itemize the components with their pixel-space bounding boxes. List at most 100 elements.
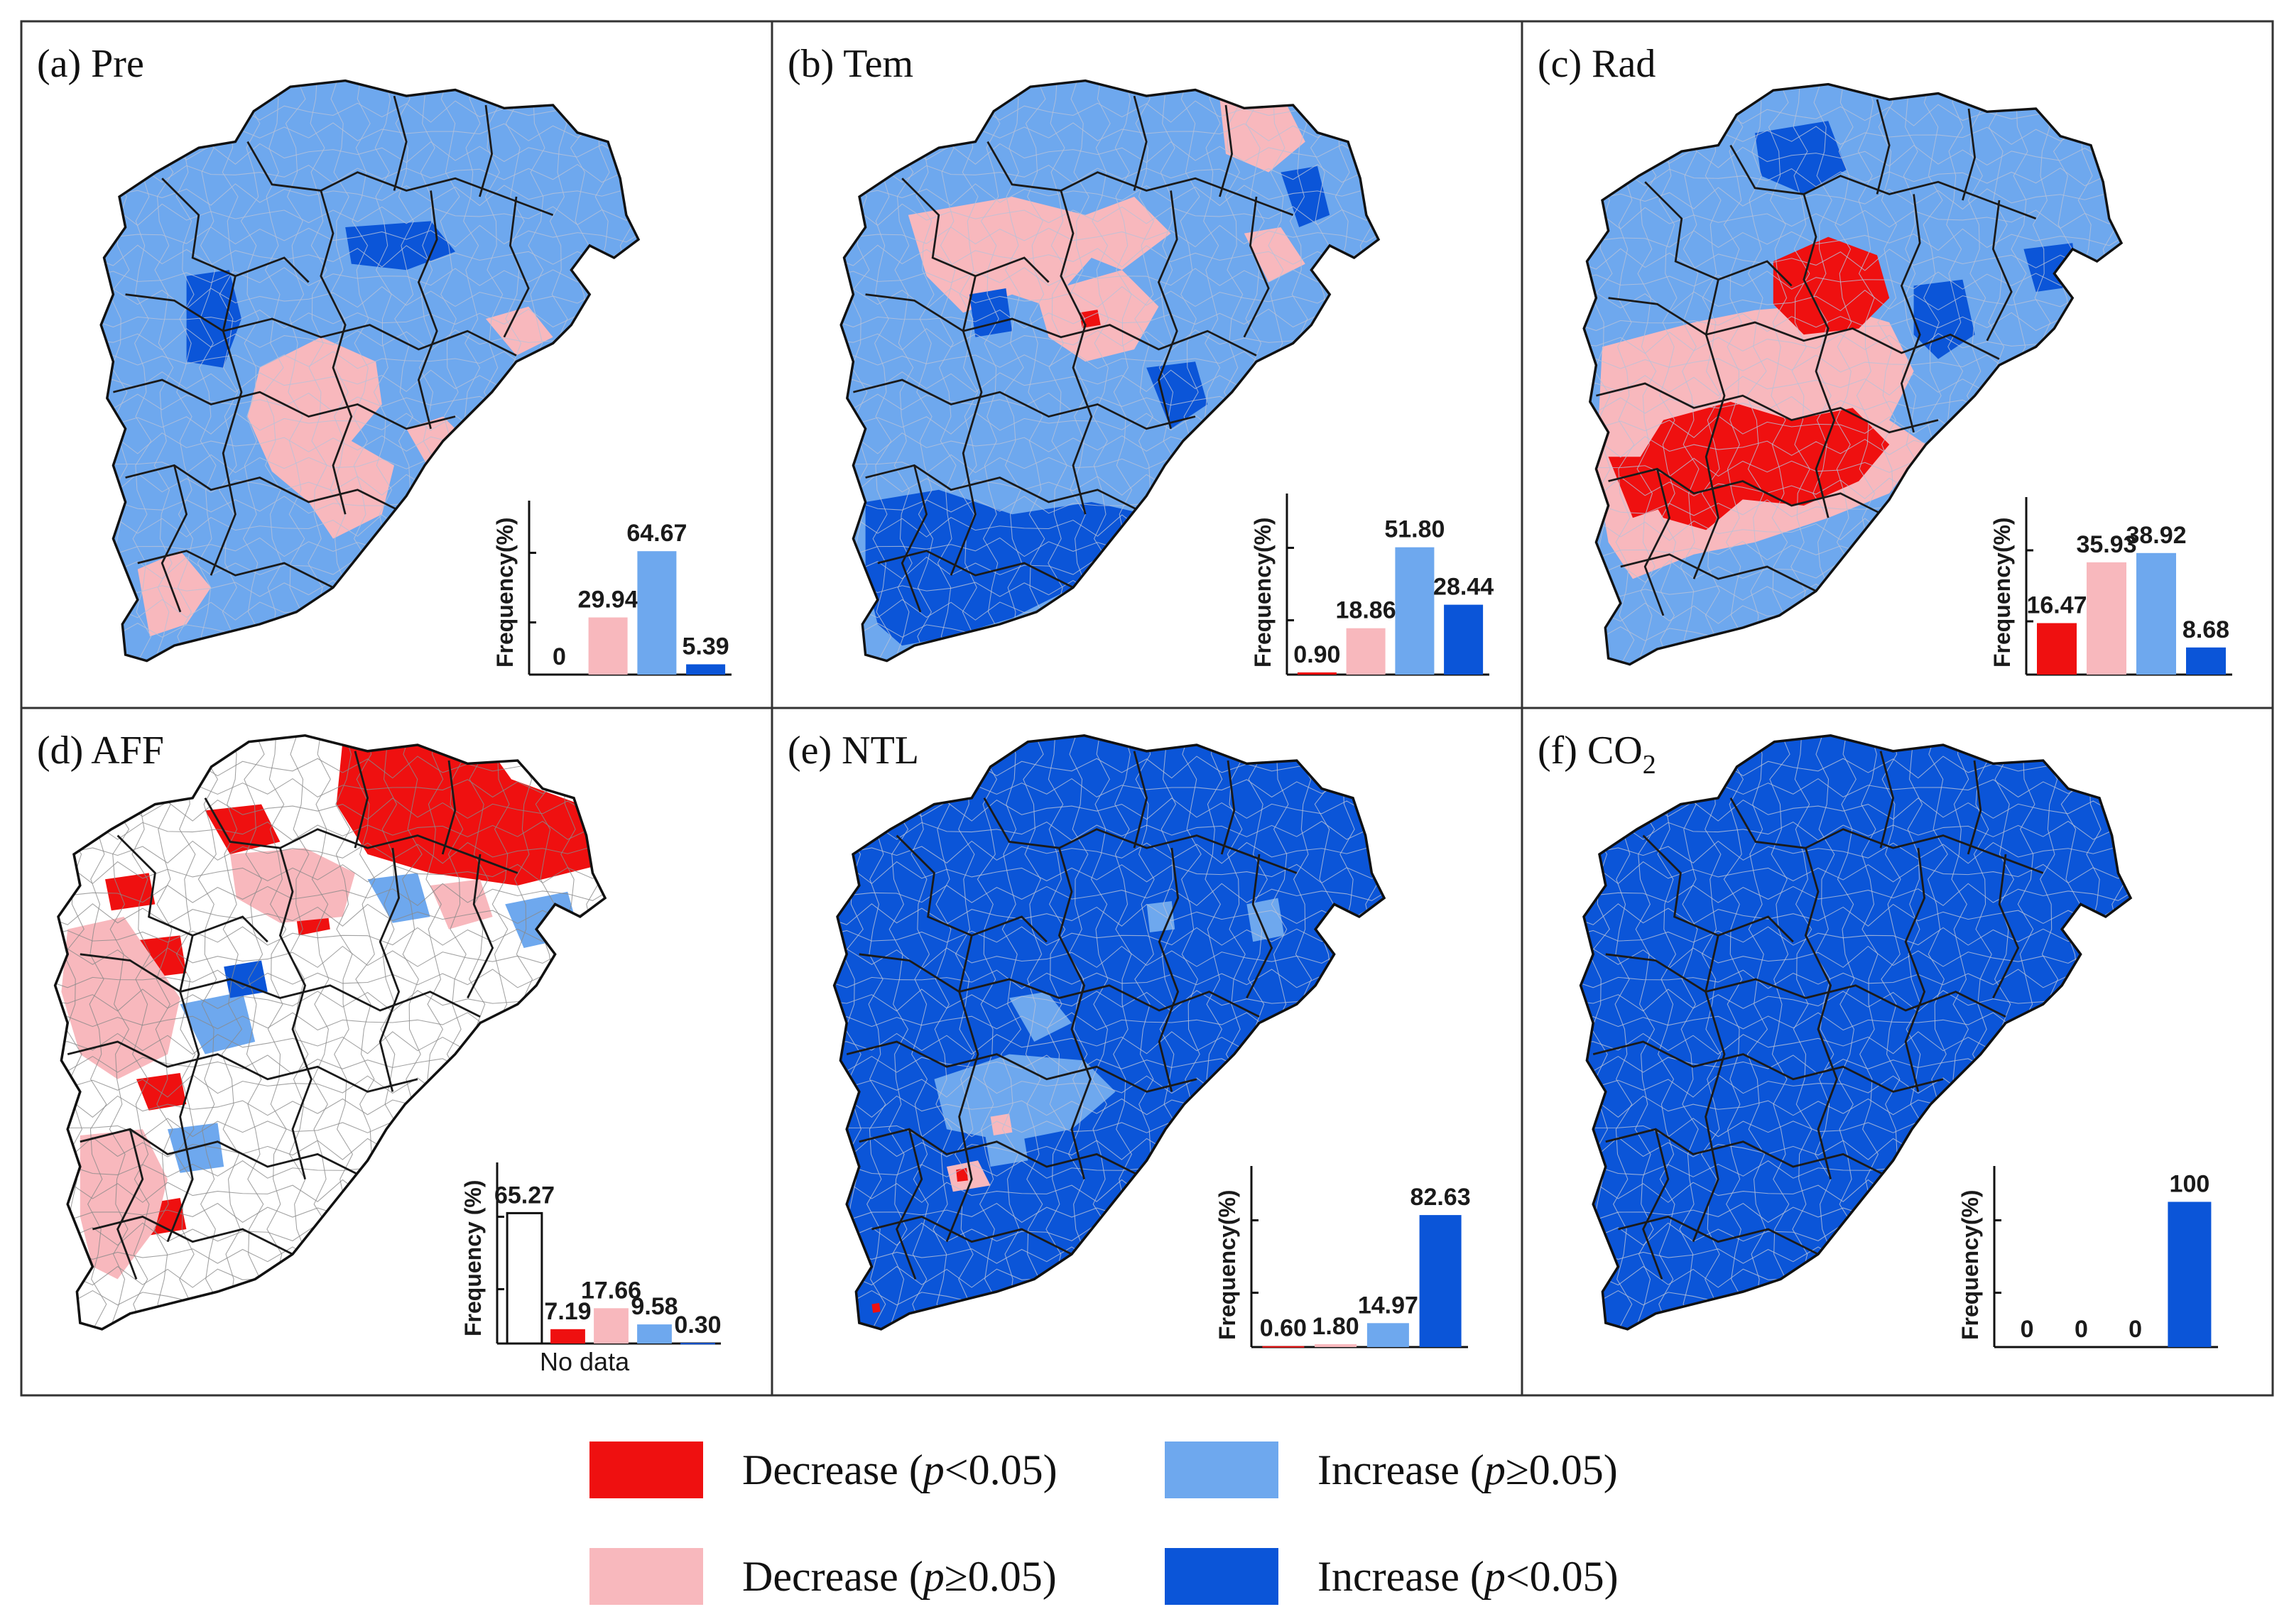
bar-label: 0 [553,643,566,670]
legend-swatch [589,1442,703,1498]
bar [2037,623,2077,675]
city-boundary [278,847,312,1179]
city-boundary [137,550,334,589]
county-boundary [1000,735,1022,1329]
bar [550,1329,585,1344]
city-boundary [1605,1128,1894,1180]
city-boundary [1804,847,1838,1179]
city-boundary [67,1040,418,1093]
bar-label: 65.27 [494,1182,555,1209]
city-boundary [161,465,188,613]
bar [2186,647,2226,675]
city-boundary [1243,196,1270,338]
city-boundary [1992,854,2020,999]
city-boundary [393,95,408,191]
map-patch-decrease-nonsig [61,917,180,1079]
bar-label: 1.80 [1312,1313,1359,1340]
map-patch-increase-nonsig [934,1054,1116,1142]
county-boundary [1658,84,1679,665]
map-patch-decrease-sig [1633,401,1890,530]
city-boundary [1060,190,1093,515]
legend-swatch [589,1548,703,1605]
city-boundary [1133,95,1148,191]
county-boundary [1746,735,1768,1329]
city-boundary [896,1128,923,1280]
county-boundary [2107,735,2127,1329]
city-boundary [1058,847,1092,1179]
city-boundary [1605,953,2006,1018]
inset-bar-chart-a: Frequency(%) 0 29.94 64.67 5.39 [492,501,732,676]
county-boundary [841,141,1379,165]
county-boundary [834,883,1384,906]
bar-label: 17.66 [581,1277,641,1304]
county-boundary [131,735,152,1329]
map-patch-decrease-sig [956,1167,968,1182]
county-boundary [1048,80,1067,661]
map-city-boundaries [846,751,1298,1280]
city-boundary [1643,469,1671,616]
county-boundary [1636,84,1657,665]
county-boundary [55,820,605,841]
city-boundary [986,141,1294,217]
county-boundary [1701,84,1722,665]
city-boundary [950,276,983,576]
map-patch-decrease-nonsig [247,337,394,539]
county-boundary [1382,735,1384,1329]
county-boundary [1580,861,2131,885]
legend-label: Decrease (p<0.05) [742,1446,1058,1493]
panel-f: (f) CO2 Frequency(%) 0 0 0 100 [1538,729,2218,1348]
map-outline [839,79,1381,663]
city-boundary [1900,194,1921,433]
county-boundary [958,80,979,661]
city-boundary [1219,104,1234,197]
legend: Decrease (p<0.05) Increase (p≥0.05) Decrea… [589,1442,1619,1605]
county-boundary [109,735,130,1329]
city-boundary [1644,181,1793,287]
city-boundary [1803,194,1836,518]
bar-label: 100 [2170,1171,2210,1198]
county-boundary [954,735,975,1329]
county-boundary [55,883,605,906]
map-patch-decrease-sig [105,873,156,911]
city-boundary [901,178,1050,283]
city-boundary [1592,1040,1944,1093]
panel-b: (b) Tem Frequency(%) 0.90 18.86 51.80 28.44 [788,42,1494,676]
legend-item-decrease-nonsig: Decrease (p≥0.05) [589,1548,1057,1605]
bar [1297,672,1337,675]
panel-a: (a) Pre Frequency(%) 0 29.94 64.67 5.39 [37,42,732,676]
map-city-boundaries [853,95,1294,613]
county-boundary [153,80,174,661]
legend-label: Increase (p≥0.05) [1317,1446,1618,1493]
legend-swatch [1165,1442,1278,1498]
county-boundary [197,80,217,661]
city-boundary [1596,382,1939,434]
map-patch-increase-nonsig [180,991,256,1054]
city-boundary [1692,279,1726,579]
city-boundary [1620,553,1817,592]
county-boundary [101,163,639,184]
map-b [839,79,1381,663]
city-boundary [1157,190,1178,430]
county-boundary [1790,84,1810,665]
map-patch-increase-nonsig [1009,991,1072,1042]
county-boundary [933,735,952,1329]
bar-label: 18.86 [1336,597,1396,624]
county-boundary [1679,735,1699,1329]
city-boundary [1608,297,2000,360]
map-patch-increase-nonsig [1246,898,1285,942]
map-city-boundaries [113,95,554,613]
city-boundary [116,834,268,943]
county-boundary [2129,735,2131,1329]
bar [1262,1346,1305,1348]
county-boundary [101,203,639,227]
city-boundary [901,465,928,613]
bar [637,1324,672,1344]
bar-label: 8.68 [2182,616,2229,643]
map-patch-decrease-nonsig [430,879,493,930]
county-boundary [1023,735,1044,1329]
panel-title: (f) CO2 [1538,729,1656,780]
bar-label: 9.58 [631,1293,678,1320]
county-boundary [221,735,243,1329]
